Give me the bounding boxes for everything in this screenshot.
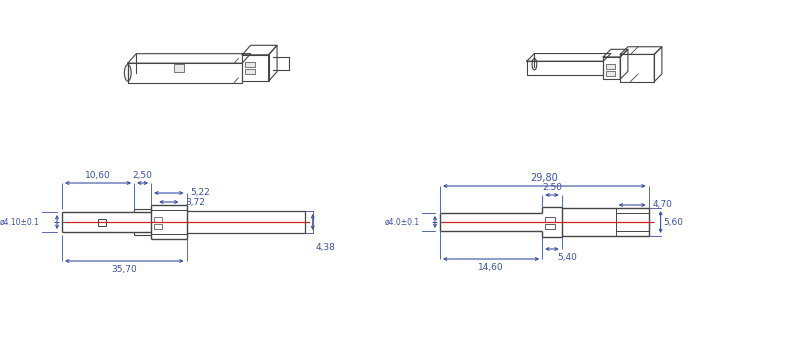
Bar [245,62,255,67]
Ellipse shape [532,58,537,70]
Bar [245,69,255,74]
Text: 3,72: 3,72 [186,197,206,207]
Ellipse shape [125,65,131,81]
Bar [607,70,615,76]
Text: 5,60: 5,60 [664,218,684,226]
Bar [154,217,162,222]
Bar [545,217,555,222]
Text: 4,38: 4,38 [316,243,336,252]
Text: 29,80: 29,80 [530,173,558,183]
Bar [174,65,184,71]
Bar [154,224,162,229]
Bar [607,64,615,69]
Text: 5,22: 5,22 [191,188,210,197]
Text: 2,50: 2,50 [133,171,152,180]
Text: 35,70: 35,70 [111,265,137,274]
Text: 10,60: 10,60 [85,171,111,180]
Bar [98,219,106,225]
Text: ø4.0±0.1: ø4.0±0.1 [385,218,420,226]
Text: ø4.10±0.1: ø4.10±0.1 [0,218,40,226]
Text: 5,40: 5,40 [557,253,576,262]
Text: 14,60: 14,60 [478,263,504,272]
Bar [545,224,555,229]
Text: 4,70: 4,70 [653,200,673,210]
Text: 2.50: 2.50 [542,183,562,192]
